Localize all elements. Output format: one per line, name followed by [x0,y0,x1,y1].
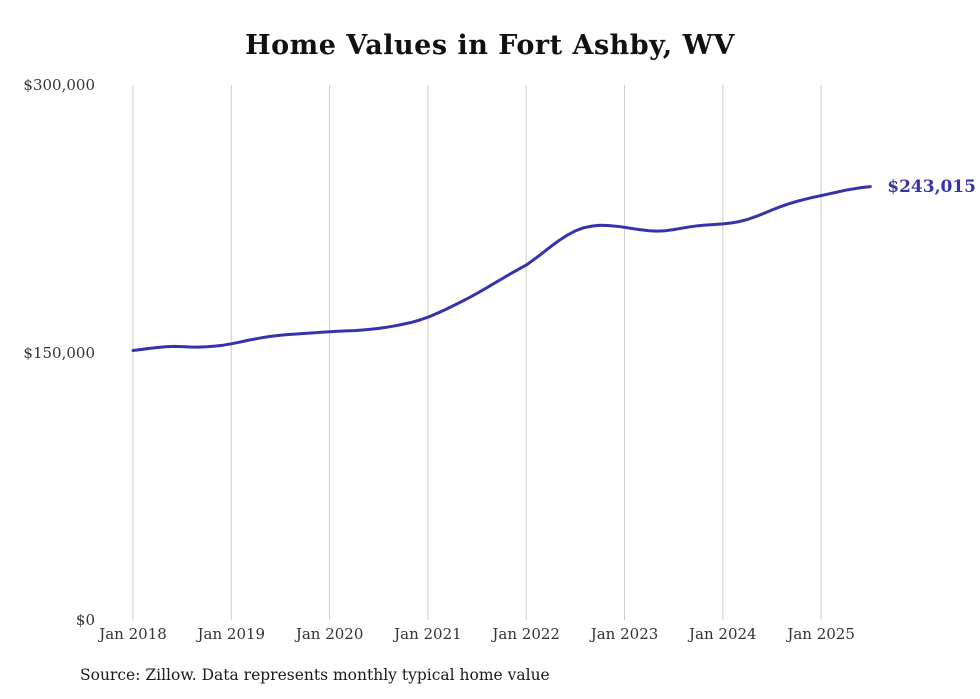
x-axis-tick-label: Jan 2020 [295,625,364,643]
value-end-label: $243,015 [887,176,976,197]
y-axis-tick-label: $0 [75,611,95,629]
x-axis-tick-label: Jan 2024 [689,625,757,643]
x-axis-tick-label: Jan 2021 [394,625,462,643]
home-value-line [131,185,872,352]
x-axis-tick-label: Jan 2019 [197,625,266,643]
y-axis-tick-label: $150,000 [23,343,95,362]
chart-title: Home Values in Fort Ashby, WV [245,30,735,61]
x-axis-tick-label: Jan 2018 [99,625,167,643]
x-axis-tick-label: Jan 2025 [787,625,855,643]
source-note: Source: Zillow. Data represents monthly … [80,666,550,684]
x-axis-tick-label: Jan 2022 [492,625,560,643]
x-axis-tick-label: Jan 2023 [590,625,659,643]
y-axis-tick-label: $300,000 [23,76,95,94]
